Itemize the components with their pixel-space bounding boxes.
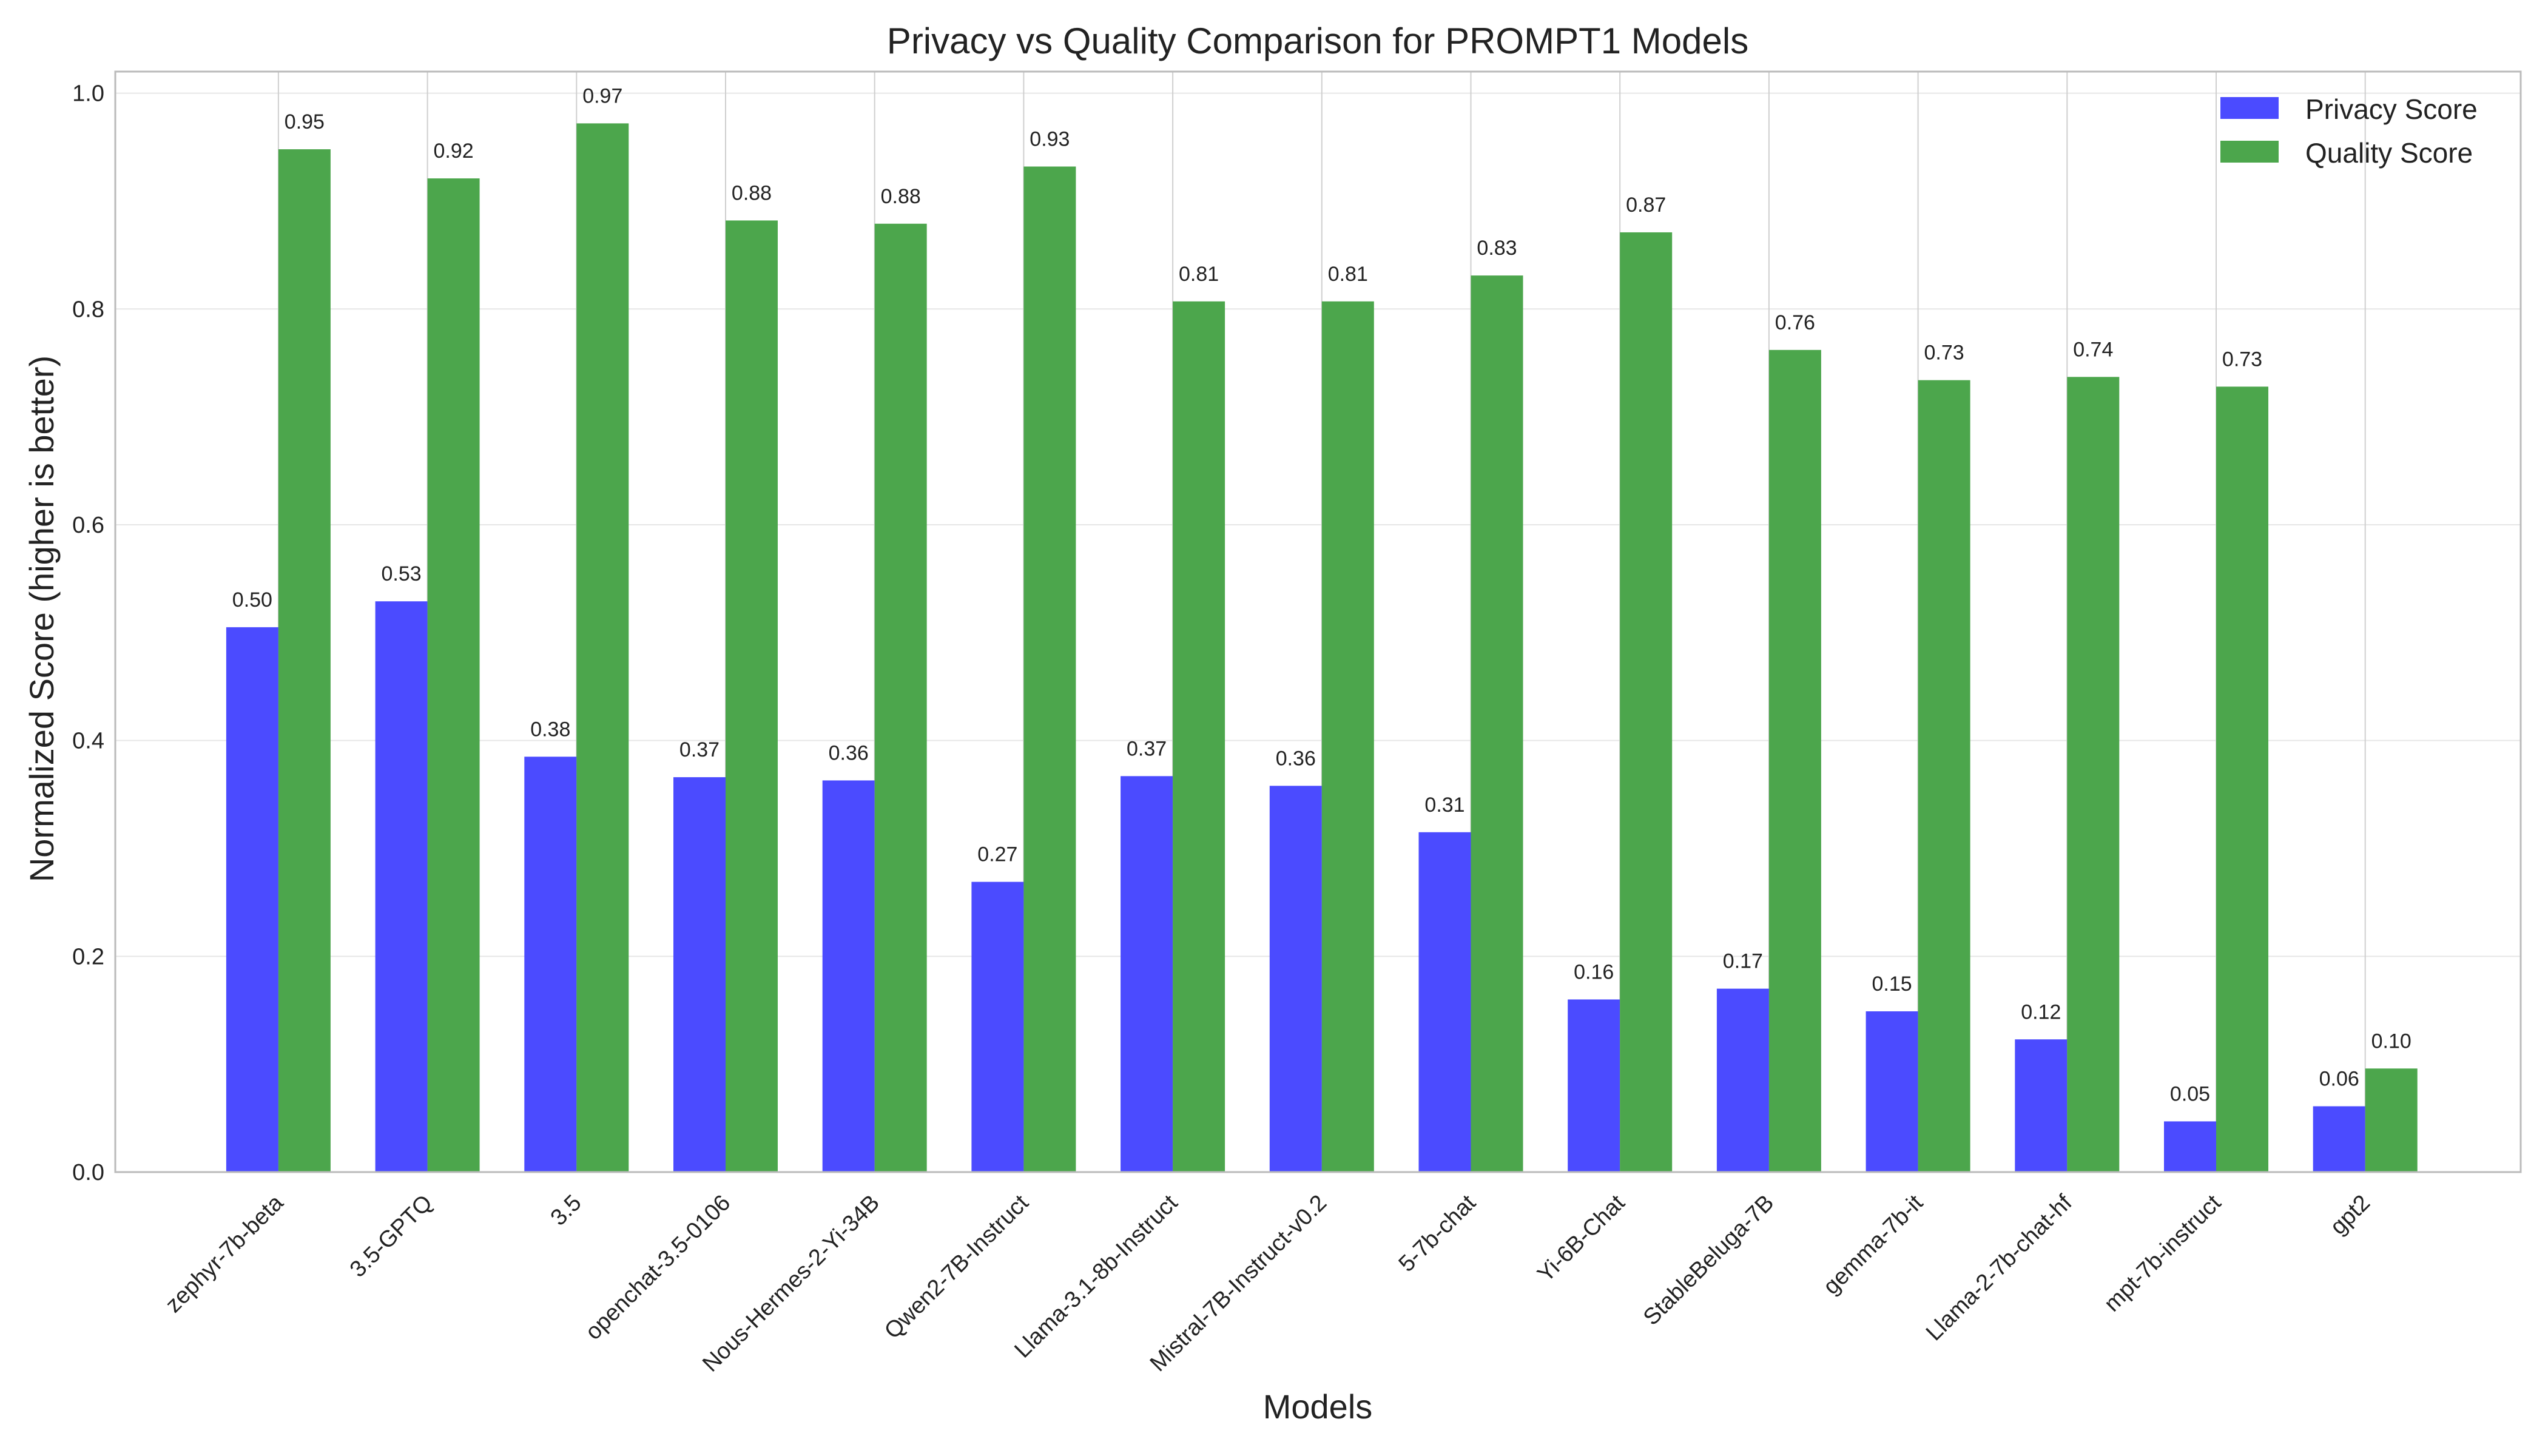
privacy-value-label: 0.37: [1127, 737, 1167, 760]
privacy-value-label: 0.38: [530, 718, 570, 741]
x-axis-label: Models: [1263, 1387, 1373, 1426]
y-tick-label: 0.6: [72, 513, 104, 538]
quality-score-bar: [1768, 349, 1821, 1173]
privacy-value-label: 0.12: [2021, 1000, 2061, 1023]
bar-value-labels: 0.50 0.95 0.53 0.92 0.38 0.97 0.37 0.88 0.36 0.88…: [232, 84, 2412, 1105]
quality-value-label: 0.76: [1775, 311, 1815, 334]
quality-value-label: 0.87: [1626, 194, 1666, 217]
x-tick-label: Llama-3.1-8b-Instruct: [1009, 1190, 1182, 1363]
privacy-value-label: 0.17: [1723, 950, 1763, 973]
privacy-score-bar: [2015, 1039, 2068, 1172]
quality-value-label: 0.93: [1030, 128, 1070, 151]
quality-score-bar: [2365, 1068, 2418, 1172]
privacy-score-bar: [2313, 1106, 2365, 1172]
quality-value-label: 0.74: [2073, 338, 2113, 361]
quality-score-bar: [726, 220, 778, 1172]
quality-score-bar: [1620, 232, 1673, 1172]
quality-value-label: 0.73: [2222, 348, 2262, 371]
y-tick-label: 0.4: [72, 729, 104, 754]
x-tick-label: Mistral-7B-Instruct-v0.2: [1145, 1190, 1332, 1377]
privacy-score-bar: [822, 780, 875, 1172]
x-tick-label: zephyr-7b-beta: [161, 1190, 289, 1318]
x-tick-label: 3.5: [546, 1190, 587, 1231]
privacy-score-bar: [524, 757, 577, 1172]
quality-score-bar: [1023, 166, 1076, 1172]
quality-score-bar: [1173, 301, 1225, 1172]
quality-score-bar: [2067, 377, 2120, 1172]
x-tick-label: gpt2: [2325, 1190, 2375, 1240]
legend-swatch-quality: [2220, 141, 2279, 163]
x-tick-label: mpt-7b-instruct: [2099, 1190, 2226, 1316]
privacy-value-label: 0.37: [679, 738, 720, 761]
quality-score-bar: [278, 149, 331, 1172]
privacy-score-bar: [1568, 999, 1620, 1172]
quality-value-label: 0.88: [881, 185, 921, 208]
privacy-value-label: 0.05: [2170, 1082, 2210, 1105]
quality-value-label: 0.81: [1328, 263, 1368, 286]
x-tick-label: Llama-2-7b-chat-hf: [1921, 1190, 2077, 1346]
quality-value-label: 0.95: [285, 110, 325, 133]
privacy-value-label: 0.36: [1276, 747, 1316, 770]
privacy-score-bar: [375, 601, 428, 1172]
quality-value-label: 0.10: [2371, 1030, 2412, 1053]
x-tick-label: StableBeluga-7B: [1639, 1190, 1779, 1330]
x-tick-label: Nous-Hermes-2-Yi-34B: [698, 1190, 885, 1377]
quality-score-bar: [427, 178, 480, 1172]
legend-label-quality: Quality Score: [2305, 137, 2473, 169]
privacy-value-label: 0.31: [1424, 794, 1464, 817]
quality-score-bar: [874, 223, 927, 1173]
x-tick-label: Yi-6B-Chat: [1532, 1190, 1630, 1287]
x-tick-label: 3.5-GPTQ: [345, 1190, 437, 1282]
x-tick-label: 5-7b-chat: [1394, 1190, 1481, 1277]
x-tick-label: gemma-7b-it: [1818, 1190, 1928, 1299]
x-axis-ticks: zephyr-7b-beta 3.5-GPTQ 3.5openchat-3.5-01…: [161, 1190, 2375, 1377]
privacy-value-label: 0.27: [977, 843, 1017, 866]
privacy-score-bar: [1866, 1011, 1918, 1172]
privacy-value-label: 0.53: [382, 562, 422, 585]
legend-swatch-privacy: [2220, 97, 2279, 119]
x-tick-label: Qwen2-7B-Instruct: [880, 1190, 1034, 1344]
privacy-value-label: 0.50: [232, 588, 272, 612]
quality-score-bar: [2216, 386, 2268, 1172]
y-axis-ticks: 0.0 0.2 0.4 0.6 0.8 1.0: [72, 81, 104, 1185]
legend-label-privacy: Privacy Score: [2305, 93, 2478, 125]
privacy-score-bar: [2164, 1121, 2216, 1172]
y-tick-label: 0.8: [72, 297, 104, 322]
bars-layer: [226, 123, 2418, 1173]
privacy-value-label: 0.15: [1872, 972, 1912, 996]
plot-frame: [114, 70, 2522, 1173]
privacy-value-label: 0.16: [1574, 960, 1614, 983]
y-tick-label: 0.2: [72, 944, 104, 969]
quality-value-label: 0.81: [1179, 263, 1219, 286]
x-tick-label: openchat-3.5-0106: [581, 1190, 735, 1345]
privacy-score-bar: [1269, 786, 1322, 1172]
privacy-score-bar: [226, 627, 278, 1172]
y-tick-label: 1.0: [72, 81, 104, 107]
quality-score-bar: [576, 123, 629, 1172]
chart-title: Privacy vs Quality Comparison for PROMPT…: [887, 21, 1748, 61]
quality-value-label: 0.83: [1477, 237, 1517, 260]
quality-score-bar: [1471, 275, 1523, 1172]
quality-value-label: 0.73: [1924, 342, 1964, 365]
privacy-score-bar: [971, 881, 1024, 1172]
quality-score-bar: [1918, 380, 1970, 1172]
y-tick-label: 0.0: [72, 1160, 104, 1185]
privacy-value-label: 0.36: [829, 741, 869, 764]
privacy-score-bar: [1418, 832, 1471, 1172]
privacy-score-bar: [1121, 776, 1173, 1172]
legend: Privacy Score Quality Score: [2220, 93, 2478, 169]
quality-score-bar: [1321, 301, 1374, 1172]
y-axis-label: Normalized Score (higher is better): [22, 356, 61, 882]
privacy-score-bar: [673, 777, 726, 1172]
quality-value-label: 0.92: [434, 140, 474, 163]
quality-value-label: 0.88: [732, 181, 772, 204]
quality-value-label: 0.97: [582, 84, 622, 107]
privacy-value-label: 0.06: [2319, 1068, 2359, 1091]
privacy-score-bar: [1716, 988, 1769, 1172]
